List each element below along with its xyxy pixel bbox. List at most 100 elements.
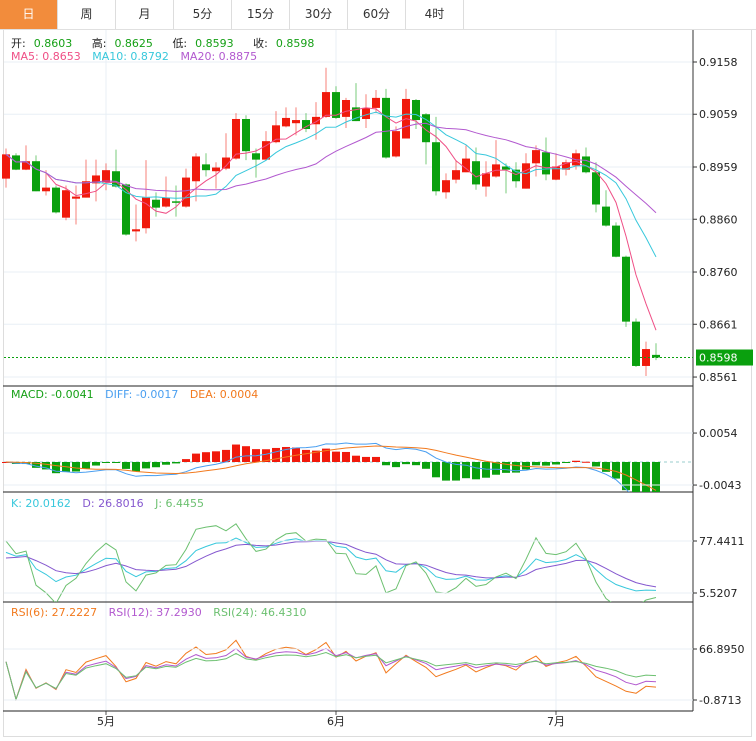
macd-bar — [302, 449, 310, 462]
ohlc-legend: 开: 0.8603 高: 0.8625 低: 0.8593 收: 0.8598 — [11, 35, 330, 51]
rsi24-line — [5, 651, 657, 701]
macd-bar — [312, 450, 320, 462]
macd-bar — [622, 462, 630, 491]
candle-down — [172, 201, 180, 203]
macd-bar — [472, 462, 480, 480]
macd-bar — [272, 447, 280, 462]
macd-bar — [602, 462, 610, 472]
macd-bar — [142, 462, 150, 469]
candle-up — [182, 177, 190, 207]
macd-bar — [52, 462, 60, 474]
candle-up — [282, 117, 290, 127]
candle-up — [552, 166, 560, 180]
candle-down — [432, 142, 440, 192]
ma5-line — [5, 107, 657, 331]
macd-bar — [82, 462, 90, 469]
candle-up — [372, 97, 380, 108]
candle-down — [332, 92, 340, 118]
tab-4hour[interactable]: 4时 — [406, 0, 464, 29]
high-value: 0.8625 — [114, 37, 153, 50]
last-price-label: 0.8598 — [699, 352, 738, 365]
tab-day[interactable]: 日 — [0, 0, 58, 29]
macd-bar — [482, 462, 490, 478]
tab-month[interactable]: 月 — [116, 0, 174, 29]
candle-down — [542, 152, 550, 175]
tab-week[interactable]: 周 — [58, 0, 116, 29]
price-tick-label: 0.9158 — [699, 56, 738, 69]
candle-down — [352, 107, 360, 122]
macd-bar — [242, 446, 250, 462]
candle-down — [382, 97, 390, 158]
macd-bar — [102, 462, 110, 463]
candle-up — [532, 150, 540, 164]
rsi24-value: RSI(24): 46.4310 — [213, 606, 307, 619]
macd-bar — [632, 462, 640, 492]
k-value: K: 20.0162 — [11, 497, 71, 510]
candles-group — [2, 67, 660, 376]
macd-bar — [112, 462, 120, 463]
macd-bar — [552, 462, 560, 465]
chart-frame — [3, 29, 752, 737]
close-value: 0.8598 — [275, 37, 315, 50]
macd-bar — [502, 462, 510, 473]
candle-up — [272, 125, 280, 143]
tab-5min[interactable]: 5分 — [174, 0, 232, 29]
tab-15min[interactable]: 15分 — [232, 0, 290, 29]
candle-down — [602, 206, 610, 226]
j-line — [5, 523, 657, 602]
candle-up — [42, 187, 50, 192]
macd-bar — [642, 462, 650, 492]
macd-bar — [592, 462, 600, 467]
macd-group — [2, 442, 693, 492]
candle-down — [32, 161, 40, 192]
high-label: 高: — [91, 37, 107, 50]
price-tick-label: 0.9059 — [699, 108, 738, 121]
low-label: 低: — [172, 37, 188, 50]
candle-down — [582, 156, 590, 173]
rsi6-line — [5, 639, 657, 702]
candle-up — [222, 157, 230, 169]
indicator-tick-label: 77.4411 — [699, 535, 745, 548]
candle-down — [412, 99, 420, 121]
j-value: J: 6.4455 — [155, 497, 205, 510]
candle-up — [482, 173, 490, 187]
indicator-tick-label: 66.8950 — [699, 643, 745, 656]
candle-up — [452, 170, 460, 180]
candle-up — [92, 175, 100, 184]
macd-bar — [32, 462, 40, 468]
macd-bar — [72, 462, 80, 472]
candle-down — [502, 166, 510, 170]
macd-bar — [452, 462, 460, 481]
macd-bar — [262, 449, 270, 462]
macd-bar — [92, 462, 100, 466]
macd-bar — [42, 462, 50, 470]
candle-down — [252, 153, 260, 160]
macd-bar — [532, 462, 540, 466]
macd-bar — [582, 461, 590, 463]
candle-down — [612, 225, 620, 257]
candle-down — [302, 120, 310, 130]
last-price-badge — [696, 349, 753, 366]
ma-legend: MA5: 0.8653 MA10: 0.8792 MA20: 0.8875 — [11, 50, 265, 63]
macd-value: MACD: -0.0041 — [11, 388, 94, 401]
tab-30min[interactable]: 30分 — [290, 0, 348, 29]
ma10-value: MA10: 0.8792 — [92, 50, 169, 63]
candle-up — [142, 197, 150, 229]
candle-down — [632, 321, 640, 366]
macd-bar — [232, 444, 240, 462]
candle-down — [12, 155, 20, 170]
d-value: D: 26.8016 — [82, 497, 144, 510]
candle-up — [82, 181, 90, 198]
kdj-group — [5, 523, 657, 602]
candle-down — [122, 184, 130, 235]
candle-up — [262, 141, 270, 160]
macd-bar — [522, 462, 530, 470]
kdj-legend: K: 20.0162 D: 26.8016 J: 6.4455 — [11, 497, 212, 510]
price-tick-label: 0.8959 — [699, 161, 738, 174]
macd-bar — [492, 462, 500, 475]
macd-bar — [132, 462, 140, 472]
tab-60min[interactable]: 60分 — [348, 0, 406, 29]
candle-down — [202, 164, 210, 171]
period-tabs: 日 周 月 5分 15分 30分 60分 4时 — [0, 0, 756, 30]
